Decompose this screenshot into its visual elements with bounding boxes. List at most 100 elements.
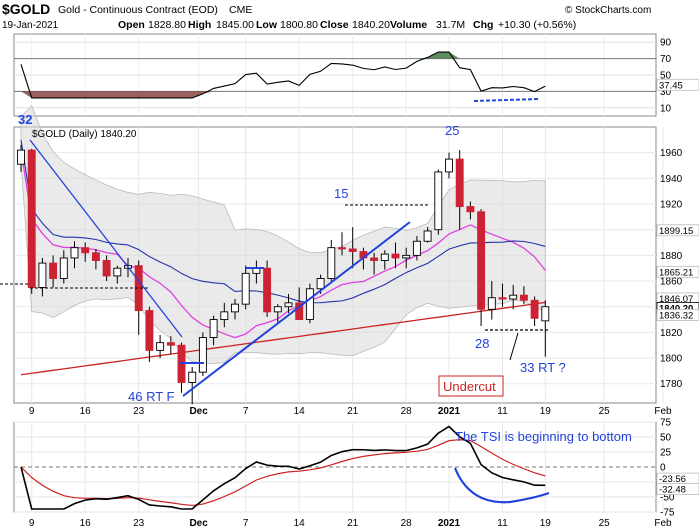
candle-body (305, 288, 314, 321)
price-tick-label: 1940 (660, 174, 683, 185)
price-value-box (656, 309, 699, 321)
x-tick-label: 19 (540, 406, 552, 417)
tsi-tick-label: -75 (660, 508, 675, 519)
high-value: 1845.00 (216, 19, 254, 31)
osc-tick-label: 70 (660, 54, 672, 65)
candle-body (380, 253, 389, 261)
price-panel-frame (13, 126, 657, 404)
annot-tsi-note: The TSI is beginning to bottom (455, 429, 632, 444)
candle-body (477, 211, 486, 310)
trendline-down (29, 139, 183, 338)
price-tick-label: 1780 (660, 379, 683, 390)
candle-body (241, 272, 250, 305)
symbol-title: $GOLD (2, 1, 50, 17)
bollinger-band (20, 104, 546, 365)
annot-25: 25 (445, 123, 459, 138)
x-tick-label-bottom: 9 (29, 518, 35, 529)
candle-body (530, 299, 539, 319)
osc-tick-label: 90 (660, 38, 672, 49)
tsi-value-label: -23.56 (659, 474, 686, 485)
candle-body (445, 158, 453, 173)
x-tick-label: 2021 (438, 406, 461, 417)
candle-body (81, 247, 90, 254)
osc-tick-label: 30 (660, 87, 672, 98)
low-value: 1800.80 (280, 19, 318, 31)
tsi-tick-label: -50 (660, 493, 675, 504)
candle-body (220, 311, 229, 321)
annot-33: 33 RT ? (520, 360, 566, 375)
candle-body (38, 262, 47, 288)
price-value-label: 1899.15 (659, 226, 693, 237)
price-value-box (656, 265, 699, 278)
candle-body (91, 252, 100, 261)
tsi-tick-label: 25 (660, 448, 672, 459)
candle-body (391, 253, 400, 259)
x-tick-label: 14 (294, 406, 306, 417)
tsi-line (20, 425, 546, 510)
price-value-label: 1836.32 (659, 310, 693, 321)
price-tick-label: 1800 (660, 354, 683, 365)
close-value: 1840.20 (352, 19, 390, 31)
chg-label: Chg (473, 19, 493, 31)
annot-15: 15 (334, 186, 348, 201)
candle-body (434, 171, 443, 231)
x-tick-label: Feb (654, 406, 672, 417)
osc-oversold-fill (21, 91, 546, 98)
price-tick-label: 1880 (660, 251, 683, 262)
date-label: 19-Jan-2021 (2, 20, 59, 31)
tsi-tick-label: 50 (660, 433, 672, 444)
instrument-name: Gold - Continuous Contract (EOD) (58, 4, 218, 16)
high-label: High (188, 19, 211, 31)
price-tick-label: 1960 (660, 148, 683, 159)
candle-body (209, 319, 218, 338)
candle-body (284, 302, 293, 308)
open-value: 1828.80 (148, 19, 186, 31)
ma-short-line (20, 150, 546, 339)
candle-body (498, 297, 507, 300)
osc-value-box (656, 78, 699, 91)
annot-46: 46 RT F (128, 389, 175, 404)
volume-value: 31.7M (436, 19, 465, 31)
osc-bottom-line (473, 98, 539, 102)
candle-body (519, 294, 528, 301)
tsi-bottom-arc (453, 467, 550, 504)
candle-body (295, 302, 304, 321)
osc-overbought-fill (21, 52, 546, 59)
main-chart-label: $GOLD (Daily) 1840.20 (32, 129, 137, 140)
candle-body (466, 206, 475, 213)
candle-body (348, 248, 357, 252)
undercut-box (438, 375, 504, 397)
price-tick-label: 1820 (660, 328, 683, 339)
copyright-label: © StockCharts.com (565, 5, 651, 16)
x-tick-label-bottom: 11 (497, 518, 508, 529)
price-tick-label: 1860 (660, 277, 683, 288)
osc-tick-label: 50 (660, 71, 672, 82)
osc-line (20, 51, 546, 99)
x-tick-label-bottom: 2021 (438, 518, 461, 529)
x-tick-label: Dec (189, 406, 208, 417)
candle-body (17, 149, 25, 165)
x-tick-label-bottom: 16 (80, 518, 92, 529)
price-tick-label: 1920 (660, 200, 683, 211)
tsi-value-label: -32.48 (659, 484, 686, 495)
x-tick-label-bottom: Feb (654, 518, 672, 529)
osc-tick-label: 10 (660, 103, 672, 114)
x-tick-label: 11 (497, 406, 508, 417)
candle-body (263, 267, 272, 313)
price-value-label: 1840.20 (659, 303, 693, 314)
annot-32: 32 (18, 112, 32, 127)
candle-body (423, 230, 432, 242)
candle-body (338, 247, 346, 250)
x-tick-label-bottom: 25 (599, 518, 611, 529)
volume-label: Volume (390, 19, 427, 31)
candle-body (231, 303, 239, 313)
x-tick-label-bottom: 14 (294, 518, 306, 529)
candle-body (327, 247, 336, 279)
candle-body (102, 260, 111, 277)
trendline-up (182, 221, 411, 397)
candle-body (487, 297, 496, 310)
x-tick-label-bottom: Dec (189, 518, 208, 529)
x-tick-label: 16 (80, 406, 92, 417)
x-tick-label-bottom: 23 (133, 518, 145, 529)
candle-body (316, 278, 325, 290)
